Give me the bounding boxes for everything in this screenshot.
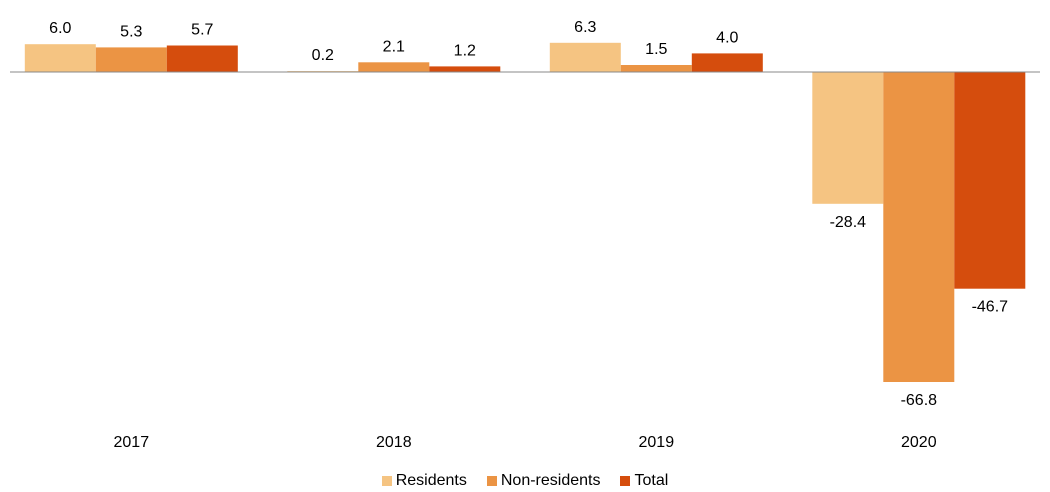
- bar-residents-2020: [812, 72, 884, 204]
- legend-swatch: [486, 476, 497, 486]
- x-axis-ticks: 2017 2018 2019 2020: [114, 434, 937, 451]
- legend-item-total: Total: [620, 472, 668, 490]
- bars: [24, 42, 1026, 382]
- x-tick-label-2018: 2018: [376, 434, 412, 451]
- legend-label: Non-residents: [500, 472, 601, 489]
- bar-non-residents-2019: [620, 65, 692, 72]
- data-label-residents-2020: -28.4: [830, 214, 867, 231]
- bar-total-2017: [166, 45, 238, 72]
- legend-swatch: [381, 476, 392, 486]
- legend-item-residents: Residents: [381, 472, 467, 490]
- legend-swatch: [620, 476, 631, 486]
- data-label-total-2017: 5.7: [191, 22, 213, 39]
- data-label-total-2020: -46.7: [972, 299, 1009, 316]
- data-label-non-residents-2020: -66.8: [901, 392, 938, 409]
- legend: Residents Non-residents Total: [0, 470, 1050, 492]
- data-label-residents-2018: 0.2: [312, 47, 334, 64]
- data-label-non-residents-2017: 5.3: [120, 23, 142, 40]
- x-tick-label-2020: 2020: [901, 434, 937, 451]
- legend-label: Residents: [395, 472, 467, 489]
- data-label-total-2018: 1.2: [454, 42, 476, 59]
- bar-non-residents-2020: [883, 72, 955, 382]
- bar-residents-2019: [549, 42, 621, 72]
- data-label-residents-2019: 6.3: [574, 19, 596, 36]
- data-label-non-residents-2019: 1.5: [645, 41, 667, 58]
- x-tick-label-2017: 2017: [114, 434, 150, 451]
- bar-labels: 6.0 5.3 5.7 0.2 2.1 1.2 6.3 1.5 4.0 -28.4 -66.8 -46…: [49, 19, 1008, 409]
- bar-total-2020: [954, 72, 1026, 289]
- bar-total-2019: [691, 53, 763, 72]
- legend-label: Total: [634, 472, 669, 489]
- x-tick-label-2019: 2019: [639, 434, 675, 451]
- bar-non-residents-2017: [95, 47, 167, 72]
- data-label-total-2019: 4.0: [716, 29, 738, 46]
- bar-residents-2017: [24, 44, 96, 72]
- legend-item-non-residents: Non-residents: [486, 472, 601, 490]
- data-label-residents-2017: 6.0: [49, 20, 71, 37]
- bar-total-2018: [429, 66, 501, 72]
- bar-non-residents-2018: [358, 62, 430, 72]
- data-label-non-residents-2018: 2.1: [383, 38, 405, 55]
